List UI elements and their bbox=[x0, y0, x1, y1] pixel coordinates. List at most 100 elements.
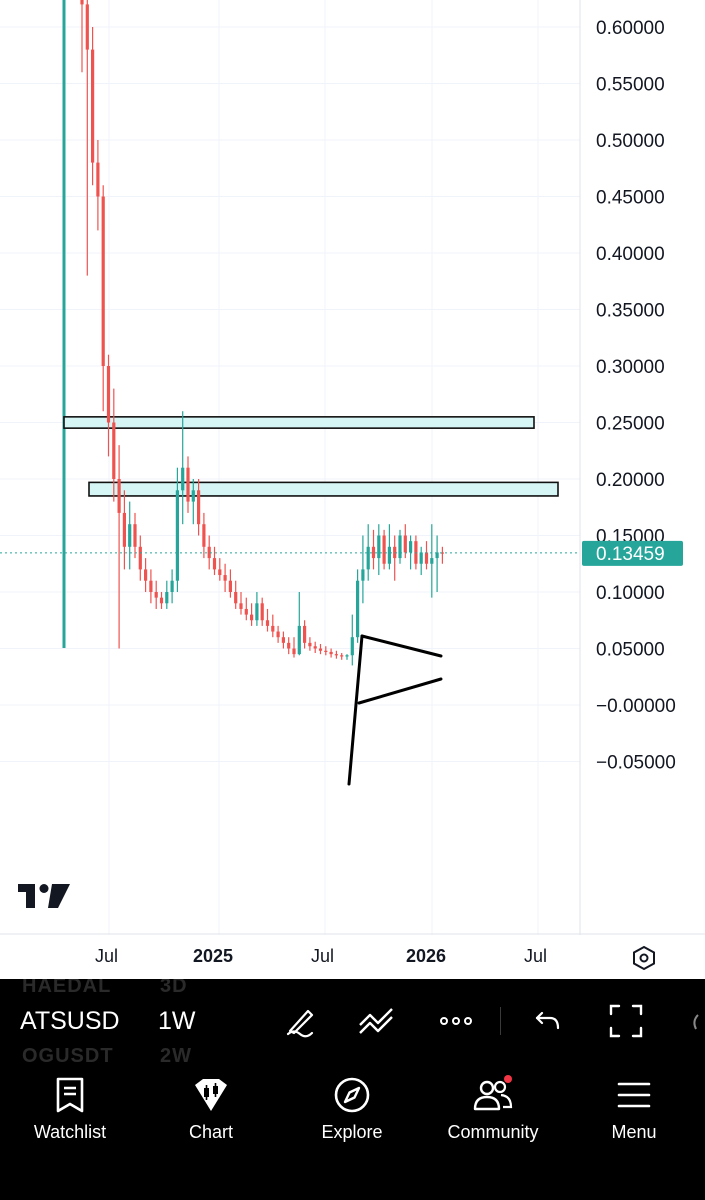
ghost-interval-below: 2W bbox=[160, 1045, 192, 1065]
nav-community-label: Community bbox=[447, 1122, 539, 1142]
community-notification-dot bbox=[504, 1075, 512, 1083]
candle-body bbox=[234, 592, 238, 604]
time-axis-label: Jul bbox=[311, 946, 335, 966]
nav-chart-label: Chart bbox=[188, 1122, 233, 1142]
candle-body bbox=[419, 552, 423, 564]
candle-body bbox=[207, 546, 211, 559]
pen-draw-icon[interactable] bbox=[280, 1001, 320, 1041]
candle-body bbox=[345, 655, 349, 657]
fullscreen-icon[interactable] bbox=[606, 1001, 646, 1041]
price-axis-label: 0.50000 bbox=[596, 131, 665, 152]
price-axis-label: −0.05000 bbox=[596, 753, 676, 774]
candle-body bbox=[228, 580, 232, 592]
candle-body bbox=[80, 0, 84, 5]
candle-body bbox=[85, 4, 89, 50]
symbol-selector[interactable]: ATSUSD bbox=[20, 1007, 120, 1035]
candle-body bbox=[101, 196, 105, 366]
drawn-trendline-1 bbox=[347, 634, 364, 786]
candle-body bbox=[350, 637, 354, 656]
candle-body bbox=[138, 546, 142, 570]
more-dots-icon[interactable] bbox=[436, 1001, 476, 1041]
price-axis-label: 0.35000 bbox=[596, 301, 665, 322]
nav-community[interactable]: Community bbox=[423, 1065, 563, 1165]
candle-body bbox=[361, 569, 365, 581]
candle-body bbox=[313, 646, 317, 649]
nav-explore[interactable]: Explore bbox=[282, 1065, 422, 1165]
candle-body bbox=[308, 642, 312, 647]
candle-body bbox=[271, 625, 275, 632]
candle-body bbox=[303, 625, 307, 643]
candle-body bbox=[122, 512, 126, 547]
candle-body bbox=[403, 535, 407, 553]
candle-body bbox=[186, 467, 190, 502]
ghost-symbol-below: OGUSDT bbox=[22, 1045, 114, 1065]
nav-watchlist-label: Watchlist bbox=[33, 1122, 107, 1142]
trend-line-tools-icon[interactable] bbox=[356, 1001, 396, 1041]
settings-hexagon-icon bbox=[633, 945, 655, 971]
candle-body bbox=[197, 490, 201, 525]
nav-menu-label: Menu bbox=[611, 1122, 657, 1142]
candle-body bbox=[435, 552, 439, 559]
candle-body bbox=[244, 608, 248, 615]
price-axis-label: 0.40000 bbox=[596, 244, 665, 265]
drawn-trendline-3 bbox=[357, 677, 443, 705]
last-price-badge bbox=[582, 540, 683, 566]
candle-body bbox=[281, 637, 285, 643]
candle-body bbox=[175, 490, 179, 581]
candle-body bbox=[287, 642, 291, 649]
candle-body bbox=[387, 546, 391, 564]
tradingview-logo-icon[interactable] bbox=[18, 884, 70, 908]
candle-body bbox=[128, 524, 132, 547]
candle-body bbox=[117, 479, 121, 513]
price-axis-label: 0.20000 bbox=[596, 470, 665, 491]
time-axis[interactable]: Jul 2025 Jul 2026 Jul bbox=[0, 935, 705, 979]
candle-body bbox=[318, 648, 323, 651]
candle-body bbox=[265, 620, 270, 626]
candle-body bbox=[96, 162, 100, 197]
candle-body bbox=[144, 569, 148, 581]
price-axis-label: 0.05000 bbox=[596, 640, 665, 661]
chart-area[interactable]: 0.700000.650000.600000.550000.500000.450… bbox=[0, 0, 705, 935]
drawn-trendline-2 bbox=[360, 634, 443, 658]
compass-icon bbox=[334, 1077, 370, 1113]
price-axis-label: 0.45000 bbox=[596, 188, 665, 209]
nav-chart[interactable]: Chart bbox=[141, 1065, 281, 1165]
price-chart[interactable]: 0.700000.650000.600000.550000.500000.450… bbox=[0, 0, 705, 935]
chart-settings-button[interactable] bbox=[630, 944, 658, 972]
chart-candles-icon bbox=[195, 1079, 227, 1111]
candle-body bbox=[430, 558, 434, 564]
candle-body bbox=[356, 580, 360, 638]
candle-body bbox=[409, 541, 413, 553]
candle-body bbox=[112, 422, 116, 479]
toolbar-overflow-icon[interactable] bbox=[688, 1001, 705, 1041]
candle-body bbox=[340, 655, 344, 657]
nav-explore-label: Explore bbox=[321, 1122, 383, 1142]
price-axis-label: 0.55000 bbox=[596, 75, 665, 96]
candle-body bbox=[159, 597, 164, 604]
candle-body bbox=[170, 580, 174, 592]
hamburger-menu-icon bbox=[617, 1082, 651, 1108]
toolbar-divider bbox=[500, 1007, 501, 1035]
chart-toolbar: HAEDAL 3D ATSUSD 1W OGUSDT 2W bbox=[0, 979, 705, 1065]
time-axis-label: 2025 bbox=[193, 946, 234, 966]
time-axis-label: 2026 bbox=[406, 946, 447, 966]
candle-body bbox=[91, 49, 95, 163]
ghost-interval-above: 3D bbox=[160, 979, 188, 997]
candle-body bbox=[133, 524, 137, 547]
candle-body bbox=[260, 603, 264, 621]
candle-body bbox=[393, 546, 397, 559]
candle-body bbox=[440, 552, 444, 554]
interval-selector[interactable]: 1W bbox=[158, 1007, 196, 1035]
undo-icon[interactable] bbox=[528, 1001, 568, 1041]
nav-watchlist[interactable]: Watchlist bbox=[0, 1065, 140, 1165]
candle-body bbox=[334, 654, 338, 656]
nav-menu[interactable]: Menu bbox=[564, 1065, 704, 1165]
last-price-label: 0.13459 bbox=[596, 544, 665, 565]
candle-body bbox=[239, 603, 243, 609]
candle-body bbox=[223, 575, 227, 581]
resistance-zone-1 bbox=[63, 416, 535, 429]
candle-body bbox=[202, 524, 206, 547]
price-axis-label: 0.25000 bbox=[596, 414, 665, 435]
candle-body bbox=[212, 558, 217, 570]
time-axis-label: Jul bbox=[95, 946, 119, 966]
